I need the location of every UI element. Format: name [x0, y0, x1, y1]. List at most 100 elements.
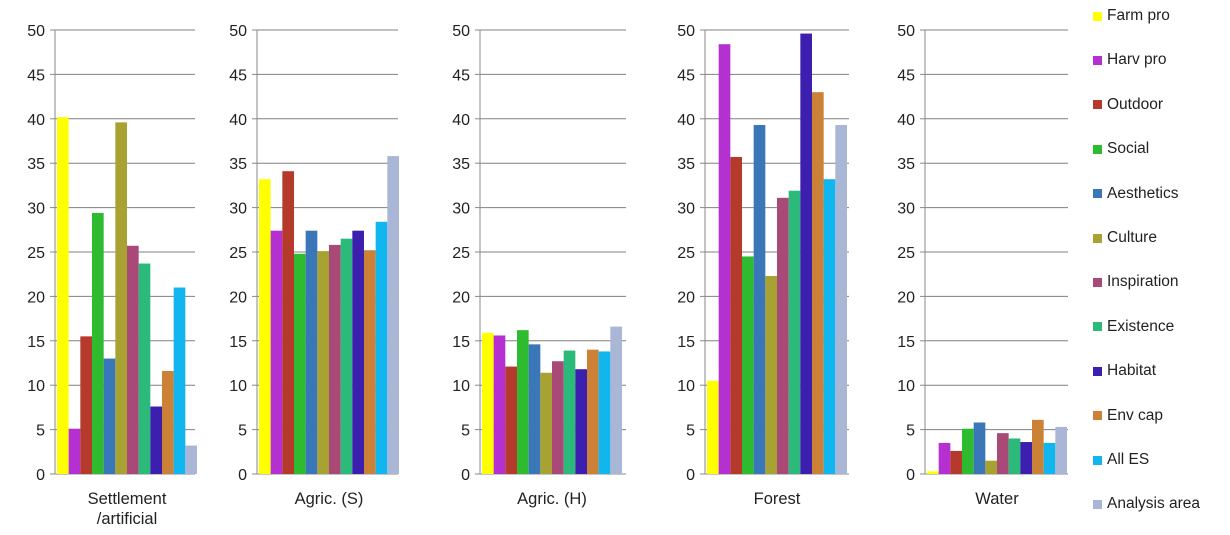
bar-inspiration	[777, 197, 789, 474]
legend-label: Outdoor	[1107, 95, 1164, 113]
legend-label: Harv pro	[1107, 51, 1167, 69]
y-tick-label: 30	[27, 201, 45, 218]
bar-farm-pro	[927, 471, 939, 474]
y-tick-label: 15	[677, 334, 695, 351]
bar-existence	[1008, 438, 1021, 474]
bar-all-es	[823, 179, 836, 474]
bar-inspiration	[329, 244, 341, 474]
y-tick-label: 15	[229, 334, 247, 351]
y-tick-label: 35	[452, 156, 470, 173]
bar-aesthetics	[103, 358, 116, 474]
y-tick-label: 20	[27, 289, 45, 306]
legend-label: Social	[1107, 140, 1150, 158]
legend-swatch	[1093, 11, 1102, 21]
bar-analysis-area	[1055, 426, 1067, 474]
bar-inspiration	[997, 433, 1009, 474]
legend-swatch	[1093, 55, 1102, 65]
bar-all-es	[598, 351, 611, 474]
legend-item: Aesthetics	[1093, 184, 1179, 204]
bar-harv-pro	[493, 335, 506, 474]
bar-aesthetics	[305, 230, 318, 474]
x-category-label: Water	[975, 490, 1019, 508]
legend-label: Farm pro	[1107, 7, 1170, 24]
y-tick-label: 45	[27, 67, 45, 84]
bar-farm-pro	[482, 332, 494, 474]
bar-analysis-area	[185, 445, 197, 474]
bar-habitat	[352, 230, 364, 474]
bar-habitat	[1020, 442, 1032, 474]
y-tick-label: 45	[452, 67, 470, 84]
bar-existence	[340, 238, 353, 474]
bar-habitat	[575, 369, 587, 474]
y-tick-label: 50	[27, 23, 45, 40]
y-tick-label: 20	[229, 289, 247, 306]
chart-panel: 0 5 10 15 20 25 30 35 40 45 50 Agric. (H)	[452, 23, 626, 508]
y-tick-label: 40	[677, 112, 695, 129]
legend-label: Culture	[1107, 229, 1157, 246]
legend-label: Analysis area	[1107, 495, 1201, 513]
bar-existence	[788, 190, 801, 474]
y-tick-label: 30	[677, 201, 695, 218]
legend-swatch	[1093, 144, 1102, 154]
legend-swatch	[1093, 366, 1102, 376]
legend-swatch	[1093, 411, 1102, 421]
legend-swatch	[1093, 322, 1102, 332]
bar-harv-pro	[938, 442, 951, 474]
bar-existence	[563, 350, 576, 474]
y-tick-label: 30	[897, 201, 915, 218]
y-tick-label: 45	[229, 67, 247, 84]
legend-item: Outdoor	[1093, 95, 1163, 115]
bar-analysis-area	[387, 156, 399, 474]
bar-all-es	[375, 221, 388, 474]
y-tick-label: 10	[452, 378, 470, 395]
bar-social	[517, 330, 529, 474]
bar-all-es	[173, 287, 186, 474]
legend-label: Existence	[1107, 317, 1175, 335]
bar-outdoor	[730, 156, 742, 474]
y-tick-label: 30	[229, 201, 247, 218]
legend-label: Aesthetics	[1107, 184, 1179, 202]
y-tick-label: 25	[677, 245, 695, 262]
bar-culture	[317, 251, 329, 474]
legend-swatch	[1093, 189, 1102, 199]
y-tick-label: 0	[906, 467, 915, 484]
y-tick-label: 15	[27, 334, 45, 351]
y-tick-label: 50	[897, 23, 915, 40]
bar-aesthetics	[973, 422, 986, 474]
bar-analysis-area	[610, 326, 622, 474]
legend-item: Culture	[1093, 228, 1157, 248]
legend-label: Inspiration	[1107, 273, 1179, 291]
legend-item: Existence	[1093, 317, 1174, 337]
y-tick-label: 40	[27, 112, 45, 129]
y-tick-label: 25	[27, 245, 45, 262]
y-tick-label: 5	[906, 423, 915, 440]
y-tick-label: 40	[897, 112, 915, 129]
y-tick-label: 20	[452, 289, 470, 306]
bar-analysis-area	[835, 125, 847, 475]
y-tick-label: 45	[677, 67, 695, 84]
y-tick-label: 15	[452, 334, 470, 351]
y-tick-label: 45	[897, 67, 915, 84]
chart-panel: 0 5 10 15 20 25 30 35 40 45 50 Forest	[677, 23, 849, 508]
y-tick-label: 20	[677, 289, 695, 306]
legend-swatch	[1093, 499, 1102, 509]
y-tick-label: 5	[36, 423, 45, 440]
bar-outdoor	[80, 336, 92, 474]
legend-item: Analysis area	[1093, 494, 1200, 514]
y-tick-label: 0	[238, 467, 247, 484]
bar-existence	[138, 263, 151, 474]
bar-culture	[540, 372, 552, 474]
bar-outdoor	[282, 171, 294, 474]
bar-culture	[765, 275, 777, 474]
bar-culture	[985, 460, 997, 474]
chart-panel: 0 5 10 15 20 25 30 35 40 45 50 Agric. (S)	[229, 23, 399, 508]
bar-habitat	[800, 33, 812, 474]
legend-item: Social	[1093, 139, 1149, 159]
y-tick-label: 50	[229, 23, 247, 40]
y-tick-label: 0	[686, 467, 695, 484]
y-tick-label: 50	[677, 23, 695, 40]
y-tick-label: 10	[677, 378, 695, 395]
legend-swatch	[1093, 100, 1102, 110]
y-tick-label: 40	[229, 112, 247, 129]
